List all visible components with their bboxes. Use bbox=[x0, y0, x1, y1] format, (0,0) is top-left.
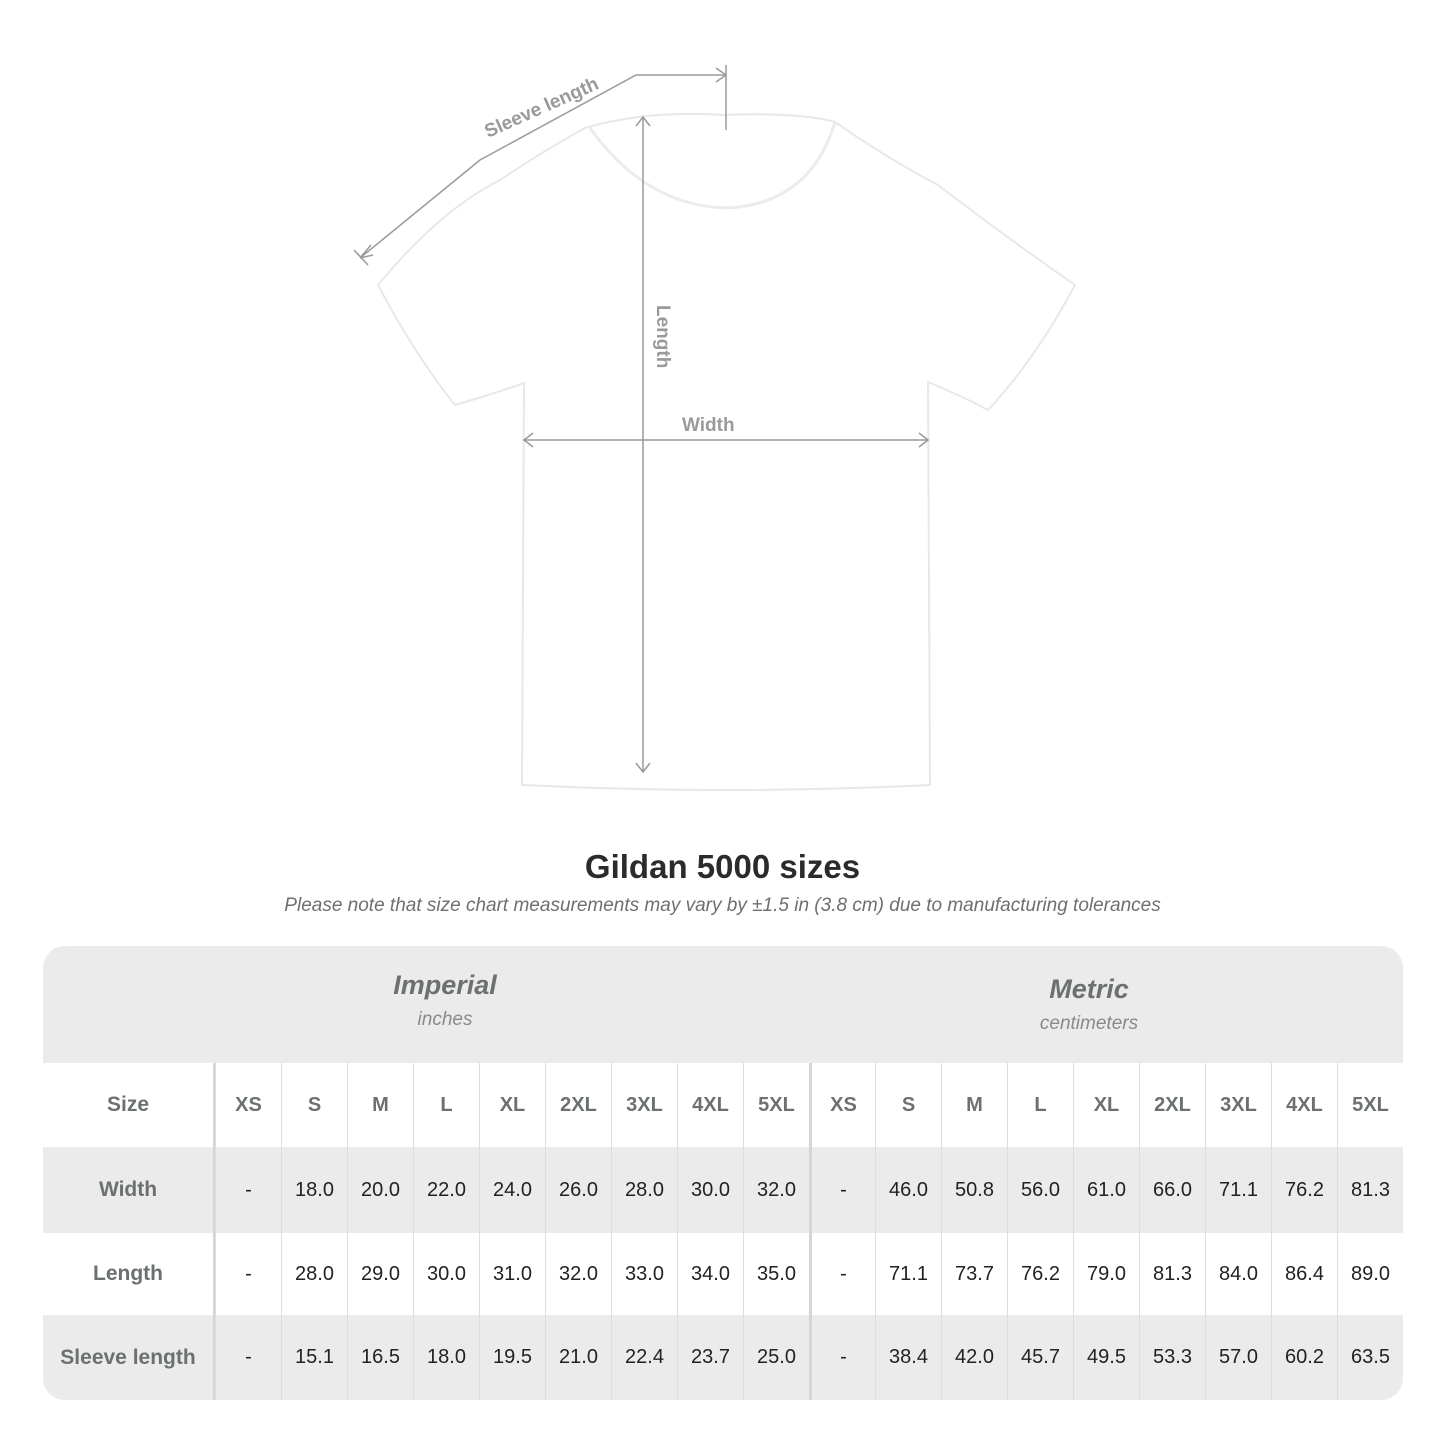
value-cell: 76.2 bbox=[1007, 1233, 1073, 1315]
value-cell: - bbox=[809, 1147, 875, 1233]
size-header-cell: XS bbox=[215, 1063, 281, 1147]
value-cell: 35.0 bbox=[743, 1233, 809, 1315]
row-label: Width bbox=[43, 1147, 215, 1233]
value-cell: 86.4 bbox=[1271, 1233, 1337, 1315]
size-header-cell: 5XL bbox=[743, 1063, 809, 1147]
value-cell: 33.0 bbox=[611, 1233, 677, 1315]
value-cell: 28.0 bbox=[281, 1233, 347, 1315]
value-cell: 50.8 bbox=[941, 1147, 1007, 1233]
size-header-cell: L bbox=[413, 1063, 479, 1147]
value-cell: 73.7 bbox=[941, 1233, 1007, 1315]
value-cell: 57.0 bbox=[1205, 1315, 1271, 1400]
table-row: Width -18.0 20.0 22.0 24.0 26.0 28.0 30.0 32.0-4… bbox=[43, 1147, 1403, 1233]
value-cell: - bbox=[809, 1315, 875, 1400]
value-cell: 30.0 bbox=[677, 1147, 743, 1233]
imperial-unit: inches bbox=[417, 1009, 473, 1030]
imperial-header: Imperial inches bbox=[215, 946, 675, 1063]
size-header-cell: XS bbox=[809, 1063, 875, 1147]
value-cell: 18.0 bbox=[281, 1147, 347, 1233]
length-measure-line bbox=[635, 115, 651, 774]
value-cell: 16.5 bbox=[347, 1315, 413, 1400]
row-label: Length bbox=[43, 1233, 215, 1315]
size-header-cell: 3XL bbox=[611, 1063, 677, 1147]
value-cell: 18.0 bbox=[413, 1315, 479, 1400]
value-cell: 60.2 bbox=[1271, 1315, 1337, 1400]
value-cell: 25.0 bbox=[743, 1315, 809, 1400]
metric-header: Metric centimeters bbox=[809, 946, 1369, 1063]
sleeve-measure-line bbox=[353, 65, 728, 266]
value-cell: 22.4 bbox=[611, 1315, 677, 1400]
value-cell: 38.4 bbox=[875, 1315, 941, 1400]
size-header-cell: XL bbox=[479, 1063, 545, 1147]
size-header-cell: L bbox=[1007, 1063, 1073, 1147]
size-header-cell: 5XL bbox=[1337, 1063, 1403, 1147]
row-label: Sleeve length bbox=[43, 1315, 215, 1400]
value-cell: 76.2 bbox=[1271, 1147, 1337, 1233]
value-cell: 31.0 bbox=[479, 1233, 545, 1315]
value-cell: 89.0 bbox=[1337, 1233, 1403, 1315]
length-label: Length bbox=[652, 305, 673, 368]
table-header-row: Size XS S M L XL 2XL 3XL 4XL 5XL XS S M L XL 2XL 3XL 4XL 5… bbox=[43, 1063, 1403, 1147]
value-cell: 53.3 bbox=[1139, 1315, 1205, 1400]
value-cell: 56.0 bbox=[1007, 1147, 1073, 1233]
value-cell: - bbox=[215, 1233, 281, 1315]
width-measure-line bbox=[522, 432, 930, 448]
value-cell: 42.0 bbox=[941, 1315, 1007, 1400]
value-cell: 20.0 bbox=[347, 1147, 413, 1233]
value-cell: 23.7 bbox=[677, 1315, 743, 1400]
value-cell: 81.3 bbox=[1337, 1147, 1403, 1233]
size-header-cell: S bbox=[875, 1063, 941, 1147]
value-cell: 19.5 bbox=[479, 1315, 545, 1400]
value-cell: 24.0 bbox=[479, 1147, 545, 1233]
value-cell: 49.5 bbox=[1073, 1315, 1139, 1400]
value-cell: 81.3 bbox=[1139, 1233, 1205, 1315]
value-cell: 45.7 bbox=[1007, 1315, 1073, 1400]
width-label: Width bbox=[682, 415, 735, 436]
size-header-cell: 2XL bbox=[1139, 1063, 1205, 1147]
value-cell: - bbox=[215, 1147, 281, 1233]
value-cell: - bbox=[215, 1315, 281, 1400]
value-cell: 84.0 bbox=[1205, 1233, 1271, 1315]
size-header-cell: 3XL bbox=[1205, 1063, 1271, 1147]
value-cell: - bbox=[809, 1233, 875, 1315]
size-header-cell: M bbox=[347, 1063, 413, 1147]
value-cell: 26.0 bbox=[545, 1147, 611, 1233]
row-label: Size bbox=[43, 1063, 215, 1147]
value-cell: 22.0 bbox=[413, 1147, 479, 1233]
value-cell: 71.1 bbox=[1205, 1147, 1271, 1233]
value-cell: 61.0 bbox=[1073, 1147, 1139, 1233]
value-cell: 32.0 bbox=[743, 1147, 809, 1233]
size-header-cell: S bbox=[281, 1063, 347, 1147]
collar bbox=[588, 121, 837, 210]
metric-heading: Metric bbox=[1049, 974, 1129, 1004]
size-header-cell: 4XL bbox=[677, 1063, 743, 1147]
size-table: Imperial inches Metric centimeters Size X… bbox=[43, 946, 1403, 1400]
metric-unit: centimeters bbox=[1039, 1013, 1139, 1034]
value-cell: 63.5 bbox=[1337, 1315, 1403, 1400]
tshirt-shape bbox=[376, 112, 1077, 791]
value-cell: 66.0 bbox=[1139, 1147, 1205, 1233]
value-cell: 28.0 bbox=[611, 1147, 677, 1233]
imperial-heading: Imperial bbox=[393, 970, 497, 1000]
tshirt-diagram: Sleeve length Length Width bbox=[353, 65, 1077, 791]
value-cell: 71.1 bbox=[875, 1233, 941, 1315]
value-cell: 15.1 bbox=[281, 1315, 347, 1400]
size-header-cell: 2XL bbox=[545, 1063, 611, 1147]
table-row: Sleeve length -15.1 16.5 18.0 19.5 21.0 22.4 23… bbox=[43, 1315, 1403, 1400]
size-header-cell: XL bbox=[1073, 1063, 1139, 1147]
chart-title: Gildan 5000 sizes bbox=[584, 848, 861, 885]
size-header-cell: M bbox=[941, 1063, 1007, 1147]
table-row: Length -28.0 29.0 30.0 31.0 32.0 33.0 34.0 35.0-… bbox=[43, 1233, 1403, 1315]
value-cell: 34.0 bbox=[677, 1233, 743, 1315]
value-cell: 21.0 bbox=[545, 1315, 611, 1400]
value-cell: 30.0 bbox=[413, 1233, 479, 1315]
value-cell: 32.0 bbox=[545, 1233, 611, 1315]
value-cell: 46.0 bbox=[875, 1147, 941, 1233]
value-cell: 79.0 bbox=[1073, 1233, 1139, 1315]
value-cell: 29.0 bbox=[347, 1233, 413, 1315]
tolerance-note: Please note that size chart measurements… bbox=[284, 895, 1161, 916]
size-header-cell: 4XL bbox=[1271, 1063, 1337, 1147]
